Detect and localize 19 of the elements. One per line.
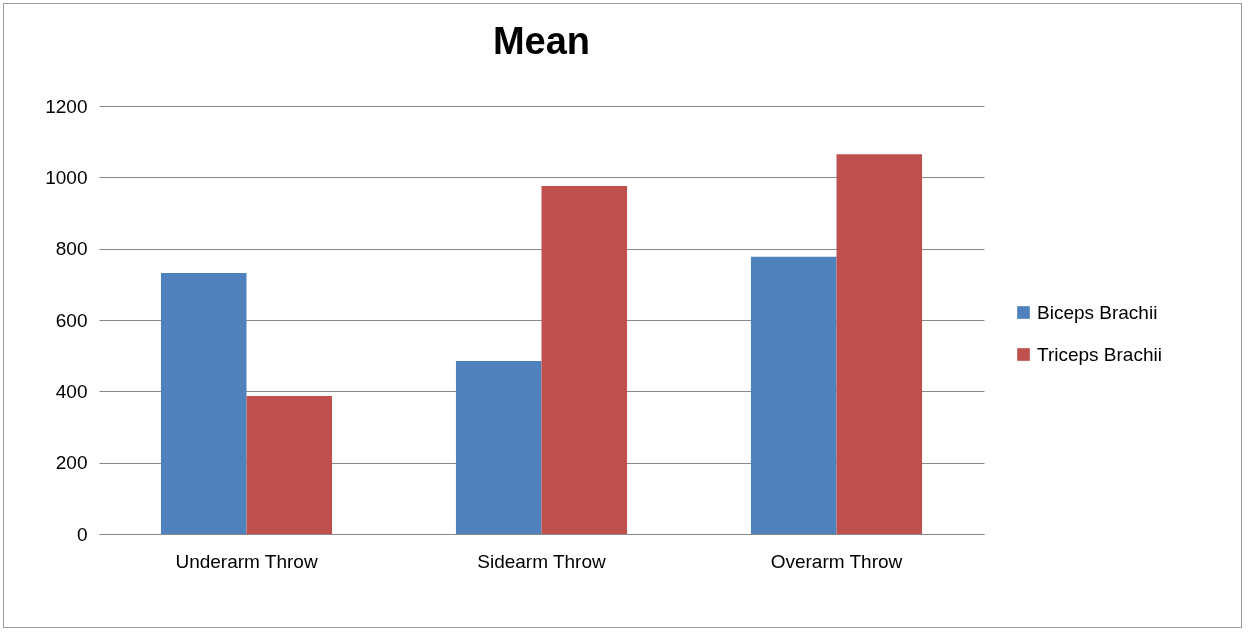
bar (750, 256, 837, 534)
x-tick-label: Sidearm Throw (477, 550, 607, 572)
bar (541, 185, 628, 534)
y-tick-label: 0 (76, 523, 88, 545)
x-tick-label: Overarm Throw (770, 550, 903, 572)
legend-label: Triceps Brachii (1037, 343, 1162, 365)
y-tick-label: 800 (55, 238, 88, 260)
x-tick-label: Underarm Throw (175, 550, 318, 572)
y-tick-label: 200 (55, 452, 88, 474)
y-tick-label: 1000 (45, 166, 88, 188)
y-tick-label: 400 (55, 380, 88, 402)
legend-label: Biceps Brachii (1037, 301, 1158, 323)
y-tick-label: 1200 (45, 95, 88, 117)
bar (836, 154, 923, 534)
bar (246, 395, 333, 534)
bar (160, 272, 247, 534)
y-tick-label: 600 (55, 309, 88, 331)
bar (455, 361, 542, 534)
chart-title: Mean (492, 20, 591, 62)
